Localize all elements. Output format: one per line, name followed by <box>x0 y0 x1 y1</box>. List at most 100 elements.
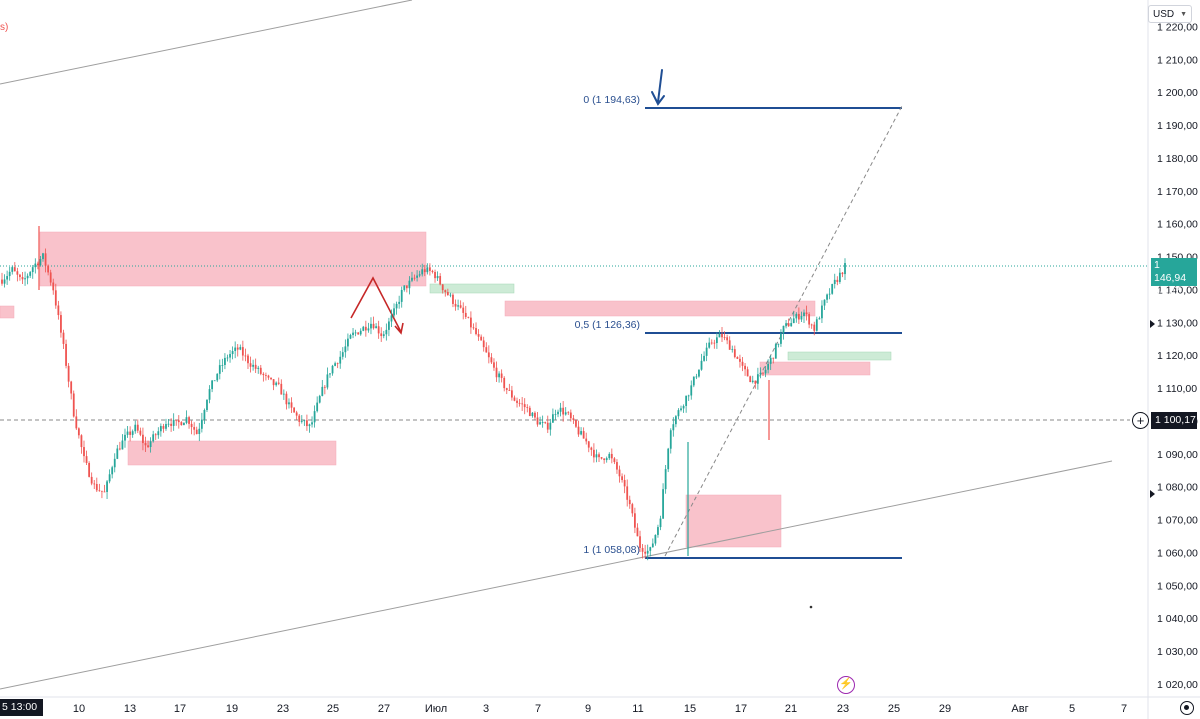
candle-body <box>487 352 490 358</box>
candle-body <box>667 448 670 470</box>
price-tick-label: 1 120,00 <box>1157 350 1198 362</box>
candle-body <box>557 411 559 415</box>
candle-body <box>744 365 746 370</box>
candle-body <box>183 422 185 426</box>
candle-body <box>523 404 526 408</box>
crosshair-price-badge: 1 100,17 <box>1151 412 1197 429</box>
candle-body <box>167 423 170 425</box>
candle-body <box>777 343 780 345</box>
fib-level-label: 0,5 (1 126,36) <box>575 319 640 331</box>
candle-body <box>177 420 180 423</box>
candle-body <box>313 411 316 423</box>
price-axis[interactable]: 1 020,00 1 030,00 1 040,00 1 050,00 1 060,00… <box>1157 21 1198 691</box>
candle-body <box>490 357 493 363</box>
supply-zone <box>39 231 427 287</box>
candle-body <box>595 454 598 458</box>
candle-body <box>431 270 434 272</box>
candle-body <box>236 347 239 350</box>
time-tick-label: 5 <box>1069 703 1075 715</box>
candle-body <box>633 513 636 528</box>
candle-body <box>682 405 685 409</box>
candle-body <box>247 355 249 364</box>
candle-body <box>539 422 541 425</box>
candle-body <box>618 469 621 477</box>
time-tick-label: 29 <box>939 703 951 715</box>
candle-body <box>259 367 262 374</box>
channel-upper-line <box>0 0 413 85</box>
candle-body <box>797 313 800 320</box>
candle-body <box>649 547 652 551</box>
price-tick-label: 1 030,00 <box>1157 646 1198 658</box>
lightning-icon[interactable]: ⚡ <box>837 676 855 694</box>
candle-body <box>65 343 67 366</box>
currency-select[interactable]: USD ▼ <box>1148 5 1192 23</box>
candle-body <box>446 292 449 296</box>
candle-body <box>510 390 513 398</box>
candle-body <box>654 534 657 544</box>
candle-body <box>354 332 357 334</box>
candle-body <box>344 346 347 353</box>
candle-body <box>464 312 467 317</box>
candle-body <box>672 424 675 431</box>
candle-body <box>364 326 367 331</box>
candle-body <box>36 263 39 266</box>
candle-body <box>498 373 500 378</box>
candle-body <box>282 393 285 395</box>
candle-body <box>6 276 9 280</box>
candle-body <box>285 393 288 405</box>
candle-body <box>393 308 395 316</box>
candle-body <box>139 430 142 435</box>
candle-body <box>293 407 296 413</box>
candle-body <box>677 410 680 417</box>
candle-body <box>347 338 349 347</box>
candle-body <box>605 458 608 461</box>
candle-body <box>739 358 741 362</box>
candle-body <box>154 434 157 436</box>
candle-body <box>546 422 549 430</box>
candle-body <box>459 305 462 308</box>
candle-body <box>349 335 352 339</box>
candle-body <box>531 412 534 417</box>
candle-body <box>57 305 60 316</box>
candle-body <box>149 441 152 448</box>
candle-body <box>416 275 418 278</box>
plus-icon[interactable]: + <box>1132 412 1149 429</box>
candle-body <box>370 323 372 329</box>
candle-body <box>628 499 631 505</box>
time-tick-label: 23 <box>837 703 849 715</box>
fib-labels: 0 (1 194,63) 0,5 (1 126,36) 1 (1 058,08) <box>575 94 640 556</box>
candle-body <box>567 412 570 414</box>
candle-body <box>405 285 408 289</box>
candle-body <box>24 278 26 280</box>
candle-body <box>226 357 229 359</box>
candle-body <box>44 253 47 266</box>
candle-body <box>518 402 521 404</box>
candle-body <box>746 369 749 377</box>
price-tick-label: 1 140,00 <box>1157 284 1198 296</box>
candle-body <box>674 416 677 425</box>
candle-body <box>277 382 280 384</box>
gear-icon[interactable] <box>1180 701 1194 715</box>
candle-body <box>249 363 252 367</box>
candle-body <box>554 414 557 416</box>
candle-body <box>713 342 716 344</box>
indicator-label-fragment: s) <box>0 22 9 33</box>
candle-body <box>165 424 167 429</box>
price-tick-label: 1 190,00 <box>1157 120 1198 132</box>
candle-body <box>83 447 85 457</box>
candle-body <box>544 422 547 423</box>
candle-body <box>70 381 73 394</box>
candle-body <box>108 474 111 482</box>
candle-body <box>195 429 198 435</box>
candle-body <box>316 402 319 412</box>
candle-body <box>759 372 762 375</box>
candle-body <box>790 323 793 327</box>
time-axis[interactable]: 10 13 17 19 23 25 27 Июл 3 7 9 11 15 17 21 23 25 29 Авг 5 7 <box>73 703 1127 715</box>
candle-body <box>698 369 700 377</box>
candle-body <box>590 447 593 450</box>
candle-body <box>60 315 62 333</box>
candle-body <box>118 448 121 450</box>
candle-body <box>823 299 826 306</box>
